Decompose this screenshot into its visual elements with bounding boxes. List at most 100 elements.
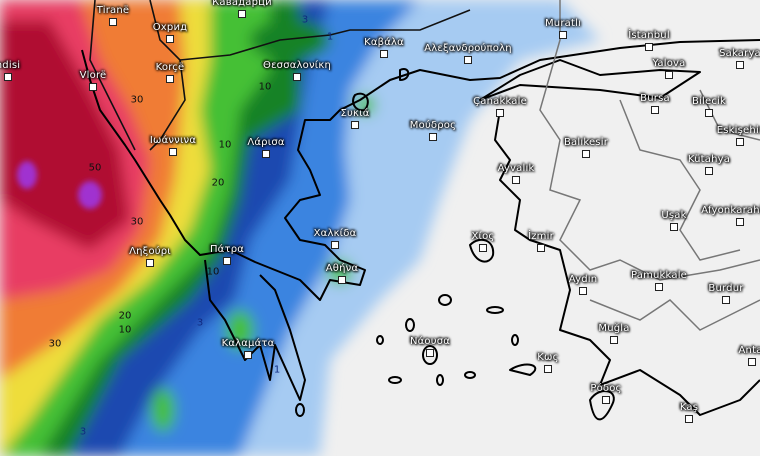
city-label: Πάτρα <box>209 244 245 255</box>
city-marker <box>479 244 487 252</box>
city-label: Χίος <box>471 231 495 242</box>
contour-value-label: 30 <box>130 94 144 106</box>
city-marker <box>722 296 730 304</box>
city-marker <box>685 415 693 423</box>
city-label: Αλεξανδρούπολη <box>424 43 512 54</box>
city-label: Vlorë <box>79 70 107 81</box>
city-marker <box>602 396 610 404</box>
city-label: Λάρισα <box>247 137 285 148</box>
city-marker <box>512 176 520 184</box>
borders <box>539 0 760 331</box>
city-label: Korçë <box>155 62 185 73</box>
contour-value-label: 10 <box>206 266 220 278</box>
city-marker <box>579 287 587 295</box>
city-label: Tiranë <box>96 5 130 16</box>
city-label: Χαλκίδα <box>313 228 357 239</box>
city-label: Κως <box>537 352 559 363</box>
city-label: Ρόδος <box>590 383 622 394</box>
city-marker <box>293 73 301 81</box>
city-marker <box>705 167 713 175</box>
contour-value-label: 10 <box>218 139 232 151</box>
contour-value-label: 50 <box>88 162 102 174</box>
contour-value-label: 3 <box>79 426 87 438</box>
contour-value-label: 10 <box>118 324 132 336</box>
contour-value-label: 20 <box>211 177 225 189</box>
city-label: Bilecik <box>691 96 727 107</box>
city-label: Θεσσαλονίκη <box>263 60 331 71</box>
city-label: Burdur <box>708 283 744 294</box>
city-label: Αθήνα <box>325 263 359 274</box>
city-label: Yalova <box>652 58 686 69</box>
city-label: Охрид <box>152 22 188 33</box>
contour-value-label: 1 <box>273 364 281 376</box>
city-label: Eskişehir <box>716 125 760 136</box>
city-marker <box>705 109 713 117</box>
city-label: Bursa <box>640 93 670 104</box>
city-label: Çanakkale <box>473 96 527 107</box>
contour-value-label: 30 <box>48 338 62 350</box>
city-marker <box>351 121 359 129</box>
contour-value-label: 20 <box>118 310 132 322</box>
country-borders <box>89 0 471 151</box>
city-label: Καλαμάτα <box>221 338 275 349</box>
city-label: Συκιά <box>340 108 370 119</box>
city-marker <box>559 31 567 39</box>
city-marker <box>223 257 231 265</box>
city-marker <box>582 150 590 158</box>
city-label: Uşak <box>661 210 687 221</box>
city-marker <box>736 138 744 146</box>
city-marker <box>166 35 174 43</box>
city-marker <box>4 73 12 81</box>
city-marker <box>610 336 618 344</box>
city-marker <box>651 106 659 114</box>
city-label: Μούδρος <box>409 120 457 131</box>
city-marker <box>166 75 174 83</box>
city-marker <box>429 133 437 141</box>
city-marker <box>736 218 744 226</box>
city-marker <box>464 56 472 64</box>
contour-value-label: 1 <box>326 31 334 43</box>
city-marker <box>244 351 252 359</box>
city-marker <box>338 276 346 284</box>
city-marker <box>380 50 388 58</box>
city-marker <box>331 241 339 249</box>
contour-value-label: 3 <box>301 14 309 26</box>
city-marker <box>665 71 673 79</box>
city-label: Νάουσα <box>409 336 451 347</box>
contour-value-label: 10 <box>258 81 272 93</box>
city-label: Kütahya <box>687 154 731 165</box>
city-label: Кавадарци <box>212 0 272 8</box>
city-label: Muğla <box>598 323 630 334</box>
city-marker <box>496 109 504 117</box>
city-marker <box>89 83 97 91</box>
city-marker <box>426 349 434 357</box>
city-label: ndisi <box>0 60 21 71</box>
city-marker <box>736 61 744 69</box>
city-marker <box>109 18 117 26</box>
city-label: Afyonkarahisar <box>701 205 760 216</box>
city-marker <box>645 43 653 51</box>
city-label: İstanbul <box>628 30 670 41</box>
coastlines <box>81 39 760 421</box>
city-label: Ayvalık <box>497 163 535 174</box>
city-marker <box>238 10 246 18</box>
city-label: İzmir <box>528 231 554 242</box>
city-label: Sakarya <box>719 48 760 59</box>
city-label: Aydın <box>568 274 598 285</box>
city-label: Καβάλα <box>364 37 404 48</box>
city-label: Ιωάννινα <box>149 135 197 146</box>
city-marker <box>262 150 270 158</box>
city-label: Antal <box>738 345 760 356</box>
city-marker <box>748 358 756 366</box>
city-marker <box>146 259 154 267</box>
city-marker <box>670 223 678 231</box>
city-marker <box>655 283 663 291</box>
contour-value-label: 3 <box>196 317 204 329</box>
city-marker <box>537 244 545 252</box>
city-label: Balıkesir <box>563 137 609 148</box>
city-marker <box>544 365 552 373</box>
city-label: Pamukkale <box>630 270 688 281</box>
city-marker <box>169 148 177 156</box>
